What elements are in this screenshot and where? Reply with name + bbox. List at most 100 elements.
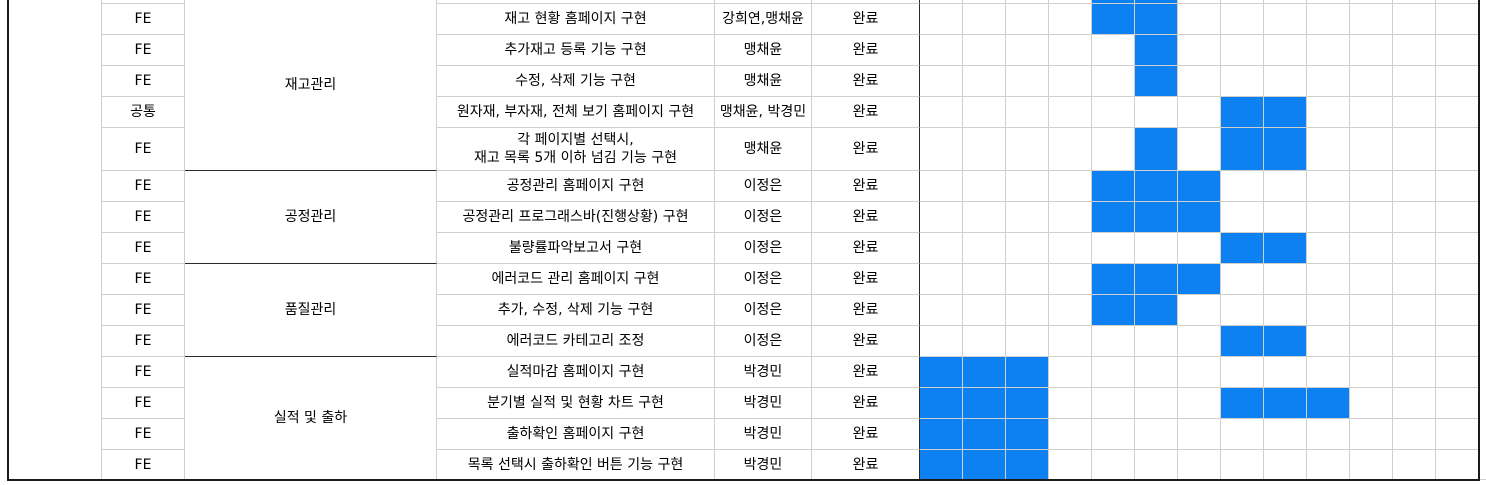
- gantt-cell[interactable]: [920, 66, 963, 97]
- clipped-row-cell[interactable]: [437, 0, 715, 4]
- gantt-cell[interactable]: [1264, 4, 1307, 35]
- gantt-cell[interactable]: [1178, 202, 1221, 233]
- status-cell[interactable]: 완료: [812, 171, 920, 202]
- gantt-cell[interactable]: [1006, 264, 1049, 295]
- task-description-cell[interactable]: 재고 현황 홈페이지 구현: [437, 4, 715, 35]
- gantt-cell[interactable]: [920, 4, 963, 35]
- gantt-cell[interactable]: [920, 419, 963, 450]
- gantt-cell[interactable]: [963, 171, 1006, 202]
- clipped-row-cell[interactable]: [963, 0, 1006, 4]
- gantt-cell[interactable]: [1006, 97, 1049, 128]
- clipped-row-cell[interactable]: [1135, 0, 1178, 4]
- gantt-cell[interactable]: [1049, 128, 1092, 171]
- clipped-row-cell[interactable]: [920, 0, 963, 4]
- gantt-cell[interactable]: [1436, 295, 1479, 326]
- gantt-cell[interactable]: [1092, 128, 1135, 171]
- gantt-cell[interactable]: [1135, 295, 1178, 326]
- gantt-cell[interactable]: [1049, 202, 1092, 233]
- gantt-cell[interactable]: [1393, 295, 1436, 326]
- gantt-cell[interactable]: [963, 202, 1006, 233]
- gantt-cell[interactable]: [920, 264, 963, 295]
- gantt-cell[interactable]: [1135, 233, 1178, 264]
- gantt-cell[interactable]: [1307, 264, 1350, 295]
- gantt-cell[interactable]: [1436, 264, 1479, 295]
- gantt-cell[interactable]: [1393, 171, 1436, 202]
- gantt-cell[interactable]: [1178, 233, 1221, 264]
- gantt-cell[interactable]: [920, 388, 963, 419]
- gantt-cell[interactable]: [1178, 264, 1221, 295]
- gantt-cell[interactable]: [1436, 388, 1479, 419]
- gantt-cell[interactable]: [1221, 171, 1264, 202]
- gantt-cell[interactable]: [920, 97, 963, 128]
- gantt-cell[interactable]: [1393, 326, 1436, 357]
- gantt-cell[interactable]: [1049, 35, 1092, 66]
- gantt-cell[interactable]: [1221, 35, 1264, 66]
- gantt-cell[interactable]: [1393, 233, 1436, 264]
- task-description-cell[interactable]: 원자재, 부자재, 전체 보기 홈페이지 구현: [437, 97, 715, 128]
- gantt-cell[interactable]: [1006, 388, 1049, 419]
- gantt-cell[interactable]: [1436, 66, 1479, 97]
- part-cell[interactable]: FE: [102, 419, 185, 450]
- gantt-cell[interactable]: [1436, 171, 1479, 202]
- gantt-cell[interactable]: [1006, 326, 1049, 357]
- status-cell[interactable]: 완료: [812, 128, 920, 171]
- assignee-cell[interactable]: 이정은: [715, 326, 812, 357]
- gantt-cell[interactable]: [963, 66, 1006, 97]
- gantt-cell[interactable]: [1436, 97, 1479, 128]
- gantt-cell[interactable]: [1006, 357, 1049, 388]
- gantt-cell[interactable]: [1350, 97, 1393, 128]
- gantt-cell[interactable]: [1307, 171, 1350, 202]
- gantt-cell[interactable]: [920, 450, 963, 480]
- task-description-cell[interactable]: 불량률파악보고서 구현: [437, 233, 715, 264]
- clipped-row-cell[interactable]: [102, 0, 185, 4]
- gantt-cell[interactable]: [1221, 97, 1264, 128]
- gantt-cell[interactable]: [1393, 35, 1436, 66]
- gantt-cell[interactable]: [1092, 419, 1135, 450]
- assignee-cell[interactable]: 맹채윤: [715, 66, 812, 97]
- assignee-cell[interactable]: 이정은: [715, 264, 812, 295]
- gantt-cell[interactable]: [1264, 128, 1307, 171]
- gantt-cell[interactable]: [1264, 264, 1307, 295]
- gantt-cell[interactable]: [1178, 171, 1221, 202]
- gantt-cell[interactable]: [963, 295, 1006, 326]
- gantt-cell[interactable]: [1350, 202, 1393, 233]
- gantt-cell[interactable]: [1049, 264, 1092, 295]
- gantt-cell[interactable]: [1307, 388, 1350, 419]
- assignee-cell[interactable]: 이정은: [715, 202, 812, 233]
- gantt-cell[interactable]: [1092, 450, 1135, 480]
- gantt-cell[interactable]: [1307, 326, 1350, 357]
- gantt-cell[interactable]: [1350, 326, 1393, 357]
- gantt-cell[interactable]: [1092, 4, 1135, 35]
- status-cell[interactable]: 완료: [812, 357, 920, 388]
- gantt-cell[interactable]: [1436, 202, 1479, 233]
- gantt-cell[interactable]: [1436, 233, 1479, 264]
- part-cell[interactable]: FE: [102, 388, 185, 419]
- gantt-cell[interactable]: [1264, 233, 1307, 264]
- gantt-cell[interactable]: [1350, 171, 1393, 202]
- gantt-cell[interactable]: [1178, 97, 1221, 128]
- gantt-cell[interactable]: [963, 450, 1006, 480]
- gantt-cell[interactable]: [1178, 4, 1221, 35]
- gantt-cell[interactable]: [1221, 419, 1264, 450]
- task-description-cell[interactable]: 각 페이지별 선택시, 재고 목록 5개 이하 넘김 기능 구현: [437, 128, 715, 171]
- status-cell[interactable]: 완료: [812, 295, 920, 326]
- gantt-cell[interactable]: [1393, 388, 1436, 419]
- gantt-cell[interactable]: [1221, 450, 1264, 480]
- gantt-cell[interactable]: [1307, 295, 1350, 326]
- gantt-cell[interactable]: [1178, 66, 1221, 97]
- blank-column[interactable]: [8, 0, 102, 480]
- gantt-cell[interactable]: [1221, 326, 1264, 357]
- gantt-cell[interactable]: [963, 326, 1006, 357]
- gantt-cell[interactable]: [1178, 450, 1221, 480]
- gantt-cell[interactable]: [1307, 66, 1350, 97]
- clipped-row-cell[interactable]: [1221, 0, 1264, 4]
- module-group-cell[interactable]: 품질관리: [185, 264, 437, 357]
- gantt-cell[interactable]: [1092, 264, 1135, 295]
- task-description-cell[interactable]: 공정관리 홈페이지 구현: [437, 171, 715, 202]
- gantt-cell[interactable]: [1178, 326, 1221, 357]
- gantt-cell[interactable]: [1092, 66, 1135, 97]
- status-cell[interactable]: 완료: [812, 202, 920, 233]
- gantt-cell[interactable]: [1221, 264, 1264, 295]
- gantt-cell[interactable]: [1049, 419, 1092, 450]
- gantt-cell[interactable]: [1264, 295, 1307, 326]
